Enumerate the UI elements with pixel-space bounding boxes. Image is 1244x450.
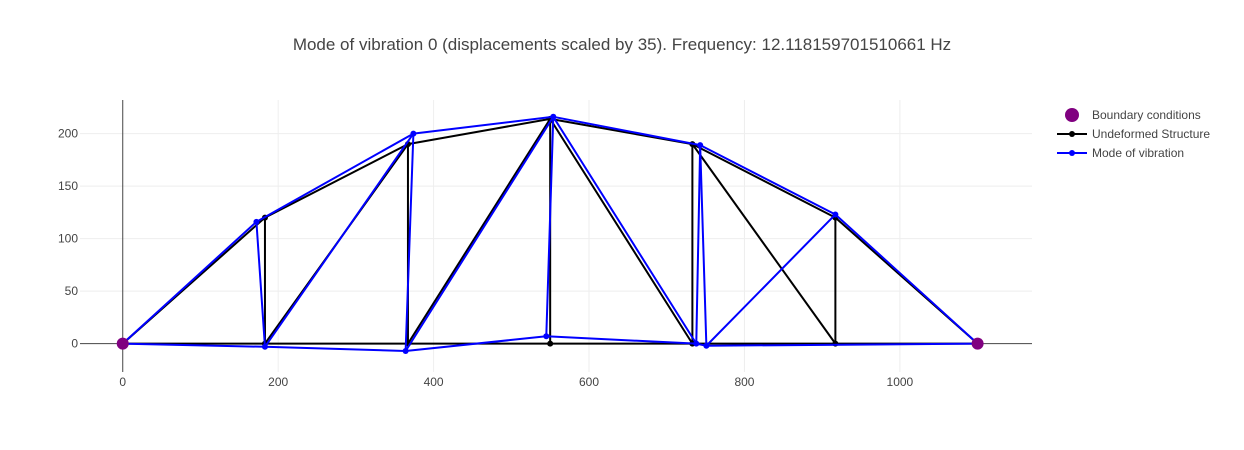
- undeformed-member: [691, 143, 837, 219]
- legend-boundary-marker: [1065, 108, 1079, 122]
- boundary-conditions-series: [116, 337, 984, 350]
- boundary-marker: [971, 337, 984, 350]
- x-tick-label: 200: [268, 375, 288, 389]
- mode-node: [550, 113, 557, 120]
- mode-member: [552, 115, 698, 345]
- mode-member: [263, 345, 407, 352]
- legend-mode-marker: [1069, 150, 1075, 156]
- mode-member: [255, 132, 415, 223]
- y-tick-label: 0: [71, 337, 78, 351]
- undeformed-node: [547, 340, 554, 347]
- axes: [80, 100, 1032, 372]
- mode-member: [404, 132, 415, 352]
- undeformed-member: [549, 117, 694, 345]
- mode-member: [705, 213, 837, 347]
- mode-member: [545, 115, 555, 338]
- x-tick-label: 0: [119, 375, 126, 389]
- mode-member: [121, 342, 266, 348]
- x-tick-label: 800: [734, 375, 754, 389]
- legend-item-mode-of-vibration[interactable]: Mode of vibration: [1057, 146, 1184, 160]
- undeformed-member: [406, 117, 552, 146]
- y-tick-labels: 0 50 100 150 200: [58, 127, 78, 351]
- legend-undeformed-marker: [1069, 131, 1075, 137]
- mode-node: [261, 343, 268, 350]
- mode-member: [699, 144, 837, 216]
- mode-member: [404, 115, 555, 352]
- y-tick-label: 200: [58, 127, 78, 141]
- mode-node: [410, 130, 417, 137]
- x-tick-labels: 0 200 400 600 800 1000: [119, 375, 913, 389]
- y-tick-label: 100: [58, 232, 78, 246]
- mode-member: [121, 220, 258, 345]
- mode-node: [693, 340, 700, 347]
- mode-member: [699, 144, 708, 347]
- mode-member: [404, 335, 548, 352]
- mode-node: [402, 347, 409, 354]
- chart-title: Mode of vibration 0 (displacements scale…: [293, 35, 951, 54]
- mode-member: [552, 115, 702, 147]
- mode-member: [705, 342, 979, 347]
- mode-node: [697, 142, 704, 149]
- legend: Boundary conditions Undeformed Structure…: [1057, 108, 1210, 160]
- legend-boundary-label: Boundary conditions: [1092, 108, 1201, 122]
- mode-node: [253, 218, 260, 225]
- y-tick-label: 50: [65, 284, 79, 298]
- mode-node: [832, 211, 839, 218]
- x-tick-label: 1000: [887, 375, 914, 389]
- legend-item-boundary-conditions[interactable]: Boundary conditions: [1065, 108, 1201, 122]
- mode-member: [695, 144, 702, 345]
- undeformed-member: [406, 117, 552, 345]
- legend-item-undeformed-structure[interactable]: Undeformed Structure: [1057, 127, 1210, 141]
- grid: [80, 100, 1032, 372]
- mode-member: [412, 115, 555, 135]
- x-tick-label: 600: [579, 375, 599, 389]
- mode-member: [263, 132, 415, 348]
- legend-undeformed-label: Undeformed Structure: [1092, 127, 1210, 141]
- mode-member: [255, 220, 266, 348]
- undeformed-member: [263, 143, 409, 219]
- x-tick-label: 400: [424, 375, 444, 389]
- mode-member: [545, 335, 698, 345]
- undeformed-member: [691, 143, 837, 345]
- legend-mode-label: Mode of vibration: [1092, 146, 1184, 160]
- mode-member: [834, 213, 979, 345]
- boundary-marker: [116, 337, 129, 350]
- mode-node: [703, 342, 710, 349]
- y-tick-label: 150: [58, 179, 78, 193]
- mode-node: [543, 333, 550, 340]
